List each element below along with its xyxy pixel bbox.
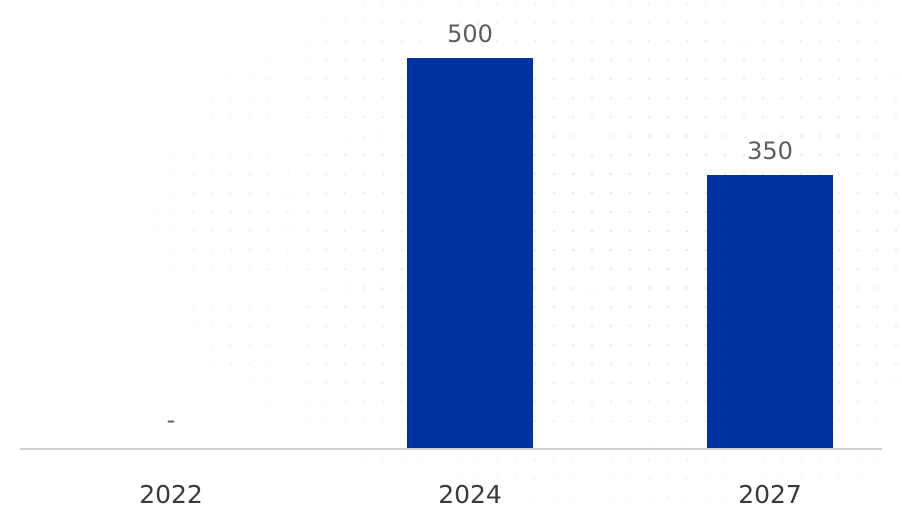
data-label-2027: 350 xyxy=(747,137,793,165)
x-tick-label-2027: 2027 xyxy=(738,480,802,505)
data-label-2022: - xyxy=(167,406,176,434)
bar-2024 xyxy=(407,58,533,448)
x-tick-label-2022: 2022 xyxy=(139,480,203,505)
data-label-2024: 500 xyxy=(447,20,493,48)
x-tick-label-2024: 2024 xyxy=(438,480,502,505)
bar-2027 xyxy=(707,175,833,448)
labels-layer: - 2022 500 2024 350 2027 xyxy=(139,20,802,505)
bars-layer xyxy=(407,58,833,448)
